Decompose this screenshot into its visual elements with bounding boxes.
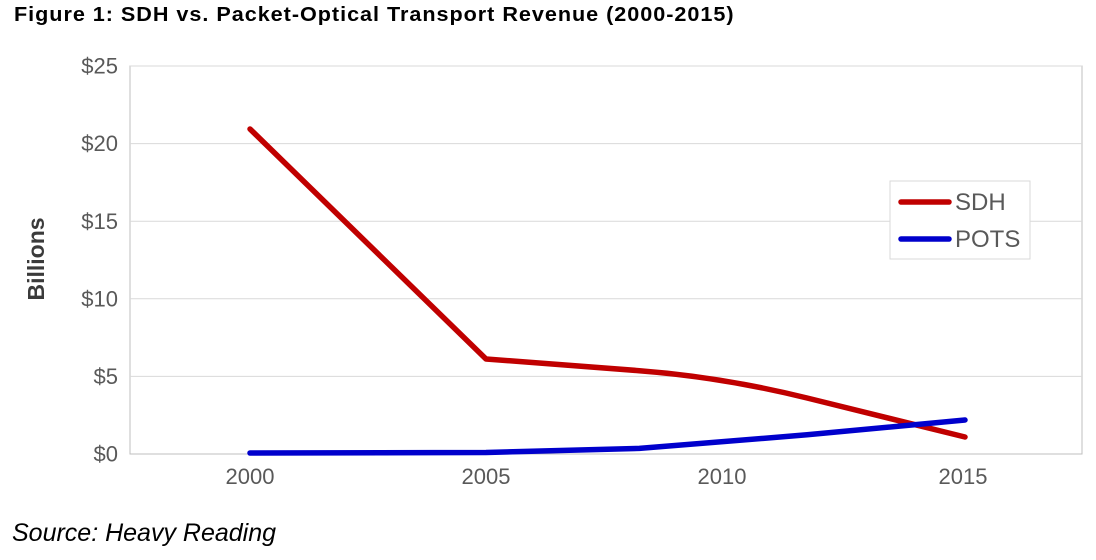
svg-text:POTS: POTS — [955, 226, 1020, 253]
svg-text:2000: 2000 — [226, 464, 275, 489]
svg-text:$0: $0 — [94, 442, 118, 467]
svg-text:2005: 2005 — [462, 464, 511, 489]
svg-text:2010: 2010 — [698, 464, 747, 489]
svg-text:SDH: SDH — [955, 189, 1006, 216]
svg-text:$25: $25 — [81, 54, 118, 79]
svg-text:$20: $20 — [81, 131, 118, 156]
svg-text:$15: $15 — [81, 209, 118, 234]
svg-text:$10: $10 — [81, 286, 118, 311]
svg-text:2015: 2015 — [939, 464, 988, 489]
svg-text:$5: $5 — [94, 364, 118, 389]
